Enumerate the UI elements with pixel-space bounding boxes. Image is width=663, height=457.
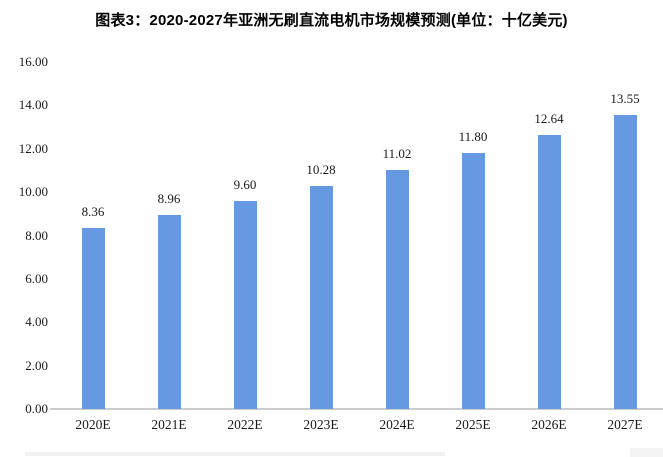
x-axis-label: 2024E — [379, 417, 415, 432]
x-axis-label: 2021E — [151, 417, 187, 432]
bar-column: 11.80 — [435, 62, 511, 409]
y-tick-label: 2.00 — [25, 357, 48, 373]
x-axis-labels: 2020E 2021E 2022E 2023E 2024E 2025E 2026E 2027E — [55, 417, 663, 433]
chart-title: 图表3：2020-2027年亚洲无刷直流电机市场规模预测(单位：十亿美元) — [95, 12, 568, 29]
y-tick-label: 16.00 — [18, 54, 48, 69]
y-tick-label: 6.00 — [25, 270, 48, 286]
bar-column: 10.28 — [283, 62, 359, 409]
y-tick-label: 8.00 — [25, 227, 48, 243]
bar-column: 11.02 — [359, 62, 435, 409]
bar — [233, 200, 257, 409]
x-axis-label: 2025E — [455, 417, 491, 432]
bar-value-label: 10.28 — [306, 162, 336, 178]
x-axis-label: 2027E — [607, 417, 643, 432]
bar-value-label: 8.36 — [81, 203, 105, 219]
bar — [309, 186, 333, 409]
bar — [81, 227, 105, 409]
bar-value-label: 11.80 — [458, 129, 488, 145]
bottom-cutoff-artifact-corner — [630, 448, 663, 457]
bar — [157, 214, 181, 409]
bottom-cutoff-artifact — [25, 452, 445, 456]
bar-column: 13.55 — [587, 62, 663, 409]
bar — [613, 115, 637, 409]
bar-value-label: 8.96 — [157, 190, 181, 206]
plot-area: 8.36 8.96 9.60 10.28 11.02 11.80 12.64 13.55 — [55, 62, 663, 409]
y-tick-label: 10.00 — [18, 184, 48, 200]
bar — [385, 170, 409, 409]
y-tick-label: 0.00 — [25, 401, 48, 416]
bar-column: 8.96 — [131, 62, 207, 409]
bar — [461, 153, 485, 409]
bar-value-label: 9.60 — [233, 176, 257, 192]
x-axis-label: 2020E — [75, 417, 111, 432]
bar-value-label: 13.55 — [610, 91, 640, 107]
y-tick-label: 4.00 — [25, 314, 48, 330]
x-axis-label: 2023E — [303, 417, 339, 432]
x-axis-label: 2026E — [531, 417, 567, 432]
bar-column: 8.36 — [55, 62, 131, 409]
y-tick-label: 14.00 — [18, 97, 48, 113]
x-axis-label: 2022E — [227, 417, 263, 432]
bar-column: 12.64 — [511, 62, 587, 409]
y-tick-label: 12.00 — [18, 140, 48, 156]
bar-column: 9.60 — [207, 62, 283, 409]
bar-value-label: 11.02 — [382, 146, 412, 161]
bar — [537, 134, 561, 409]
bar-value-label: 12.64 — [534, 110, 564, 126]
y-axis: 16.00 14.00 12.00 10.00 8.00 6.00 4.00 2.00 0.00 — [0, 54, 48, 416]
x-axis-line — [50, 408, 663, 410]
